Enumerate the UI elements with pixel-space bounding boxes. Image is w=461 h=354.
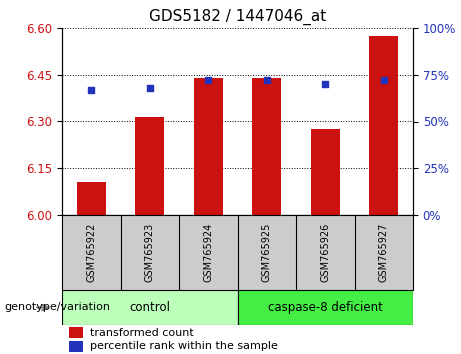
Text: GSM765925: GSM765925	[262, 223, 272, 282]
Bar	[77, 182, 106, 215]
Bar	[237, 290, 413, 325]
Bar	[69, 327, 83, 338]
Bar	[69, 341, 83, 352]
Bar	[194, 78, 223, 215]
Point	[380, 78, 387, 83]
Text: genotype/variation: genotype/variation	[5, 303, 111, 313]
Text: caspase-8 deficient: caspase-8 deficient	[268, 301, 383, 314]
Title: GDS5182 / 1447046_at: GDS5182 / 1447046_at	[149, 9, 326, 25]
Text: control: control	[129, 301, 170, 314]
Text: GSM765926: GSM765926	[320, 223, 330, 282]
Text: transformed count: transformed count	[90, 327, 194, 338]
Point	[263, 78, 271, 83]
Point	[146, 85, 154, 91]
Bar	[252, 78, 281, 215]
Bar	[62, 290, 237, 325]
Text: GSM765924: GSM765924	[203, 223, 213, 282]
Bar	[135, 117, 165, 215]
Text: GSM765927: GSM765927	[379, 223, 389, 282]
Point	[88, 87, 95, 92]
Bar	[369, 36, 398, 215]
Text: percentile rank within the sample: percentile rank within the sample	[90, 341, 278, 351]
Point	[322, 81, 329, 87]
Text: GSM765922: GSM765922	[86, 223, 96, 282]
Point	[205, 78, 212, 83]
Text: GSM765923: GSM765923	[145, 223, 155, 282]
Bar	[311, 129, 340, 215]
